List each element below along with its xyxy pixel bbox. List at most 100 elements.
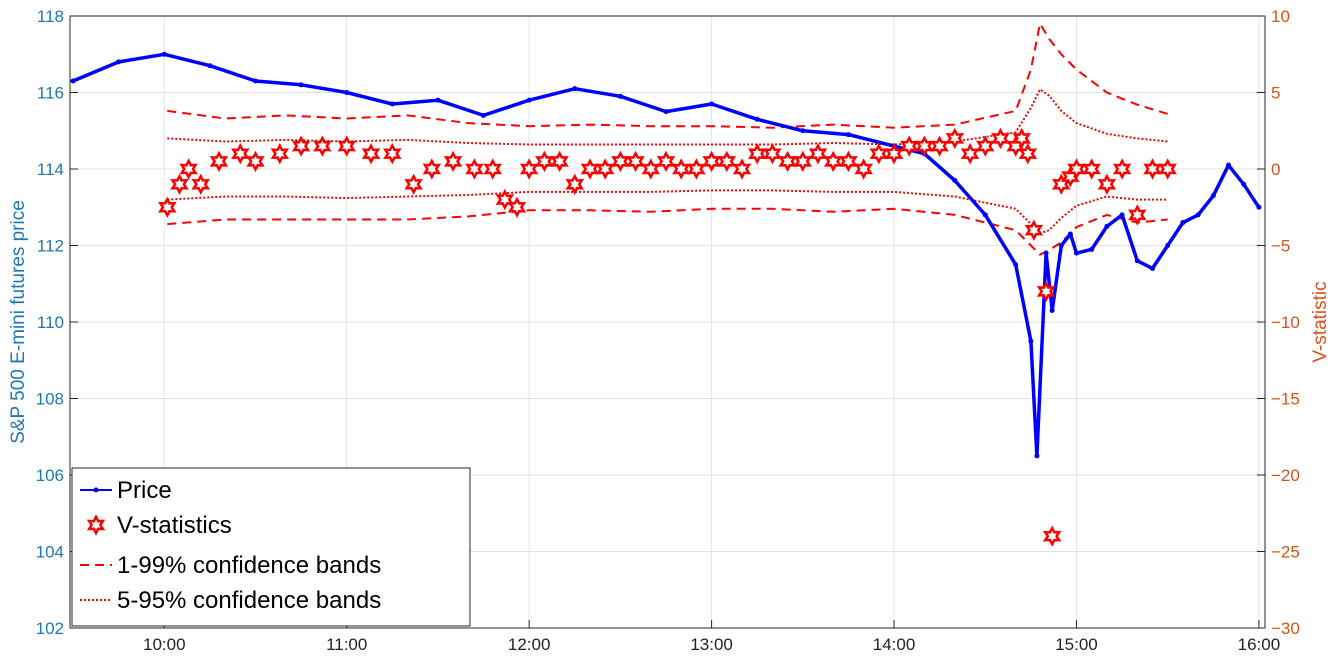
- price-point: [572, 86, 578, 92]
- price-point: [982, 212, 988, 218]
- band-lower: [167, 189, 1168, 235]
- vstat-point: [793, 150, 813, 173]
- price-line: [72, 52, 1261, 458]
- y-axis-left: 102 104 106 108 110 112 114 116 118: [36, 7, 78, 638]
- vstat-series: [158, 127, 1177, 547]
- price-series: [70, 51, 1262, 459]
- vstat-point: [1082, 158, 1101, 180]
- vstat-point: [179, 158, 198, 180]
- y-tick-label-left: 102: [36, 619, 64, 638]
- y-tick-label-right: 5: [1271, 84, 1280, 103]
- vstat-point: [550, 150, 569, 173]
- vstat-point: [641, 158, 661, 180]
- vstat-point: [1158, 158, 1177, 180]
- price-point: [1049, 308, 1055, 314]
- price-point: [526, 97, 532, 103]
- vstat-point: [209, 150, 229, 173]
- price-point: [1226, 162, 1232, 168]
- x-tick-label: 12:00: [508, 635, 551, 654]
- price-point: [663, 109, 669, 115]
- vstat-point: [404, 173, 423, 195]
- y-tick-label-left: 108: [36, 390, 64, 409]
- vstat-point: [158, 196, 177, 218]
- price-point: [298, 82, 304, 88]
- price-point: [1210, 193, 1216, 199]
- vstat-point: [507, 196, 527, 218]
- vstat-point: [808, 143, 828, 165]
- vstat-point: [626, 150, 645, 173]
- price-point: [70, 78, 76, 84]
- vstat-point: [839, 150, 858, 173]
- price-point: [617, 93, 623, 99]
- vstat-point: [170, 173, 189, 195]
- price-point: [1058, 243, 1064, 248]
- price-point: [1067, 231, 1073, 237]
- y-tick-label-left: 104: [36, 543, 64, 562]
- legend-box: [71, 467, 471, 627]
- price-point: [389, 101, 395, 107]
- band-upper: [167, 87, 1168, 146]
- price-point: [207, 63, 213, 69]
- legend-band99-label: 1-99% confidence bands: [117, 552, 381, 579]
- price-point: [952, 177, 958, 183]
- y-tick-label-right: 10: [1271, 7, 1290, 26]
- vstat-point: [495, 188, 515, 211]
- vstat-point: [930, 135, 949, 157]
- price-point: [1134, 258, 1140, 264]
- y-tick-label-right: −20: [1271, 466, 1300, 485]
- price-point: [1256, 204, 1262, 210]
- vstat-point: [1036, 280, 1056, 303]
- vstat-point: [313, 135, 332, 157]
- vstat-point: [656, 150, 676, 173]
- x-axis: 10:00 11:00 12:00 13:00 14:00 15:00 16:00: [143, 620, 1280, 654]
- y-tick-label-left: 110: [37, 313, 64, 332]
- price-point: [709, 101, 715, 107]
- price-point: [1165, 243, 1171, 248]
- vstat-point: [991, 127, 1010, 150]
- vstat-point: [884, 143, 904, 165]
- y-tick-label-right: −30: [1271, 619, 1300, 638]
- vstat-point: [465, 158, 484, 180]
- y-tick-label-left: 118: [37, 7, 64, 26]
- vstat-point: [1042, 525, 1062, 547]
- legend-vstat-marker: [86, 514, 106, 536]
- price-point: [1043, 250, 1049, 256]
- legend-price-marker: [93, 487, 99, 493]
- vstat-point: [565, 173, 585, 195]
- vstat-point: [519, 158, 539, 180]
- y-tick-label-left: 106: [36, 466, 64, 485]
- vstat-point: [960, 143, 980, 165]
- vstat-point: [1097, 173, 1117, 195]
- vstat-point: [1012, 127, 1032, 150]
- vstat-point: [975, 135, 995, 157]
- vstat-point: [1018, 143, 1038, 165]
- x-tick-label: 11:00: [326, 635, 367, 654]
- legend: Price V-statistics 1-99% confidence band…: [71, 467, 471, 627]
- price-point: [344, 90, 350, 95]
- price-point: [1013, 262, 1019, 268]
- price-point: [845, 132, 851, 138]
- vstat-point: [732, 158, 752, 180]
- x-tick-label: 15:00: [1055, 635, 1098, 654]
- price-point: [1073, 250, 1079, 256]
- vstat-point: [361, 143, 381, 165]
- price-point: [1089, 246, 1095, 252]
- band-upper: [167, 20, 1168, 129]
- legend-vstat-label: V-statistics: [117, 512, 232, 539]
- price-point: [754, 116, 760, 122]
- vstat-point: [1024, 219, 1044, 241]
- legend-band95-label: 5-95% confidence bands: [117, 587, 381, 614]
- y-tick-label-right: −10: [1271, 313, 1300, 332]
- vstat-point: [443, 150, 463, 173]
- price-point: [1180, 220, 1186, 226]
- vstat-point: [687, 158, 706, 180]
- y-tick-label-left: 114: [37, 160, 64, 179]
- legend-price-label: Price: [117, 477, 172, 504]
- vstat-point: [231, 143, 250, 165]
- vstat-point: [1112, 158, 1132, 180]
- price-point: [1119, 212, 1125, 218]
- vstat-point: [945, 127, 965, 150]
- vstat-point: [270, 143, 290, 165]
- y-axis-right: −30 −25 −20 −15 −10 −5 0 5 10: [1257, 7, 1300, 638]
